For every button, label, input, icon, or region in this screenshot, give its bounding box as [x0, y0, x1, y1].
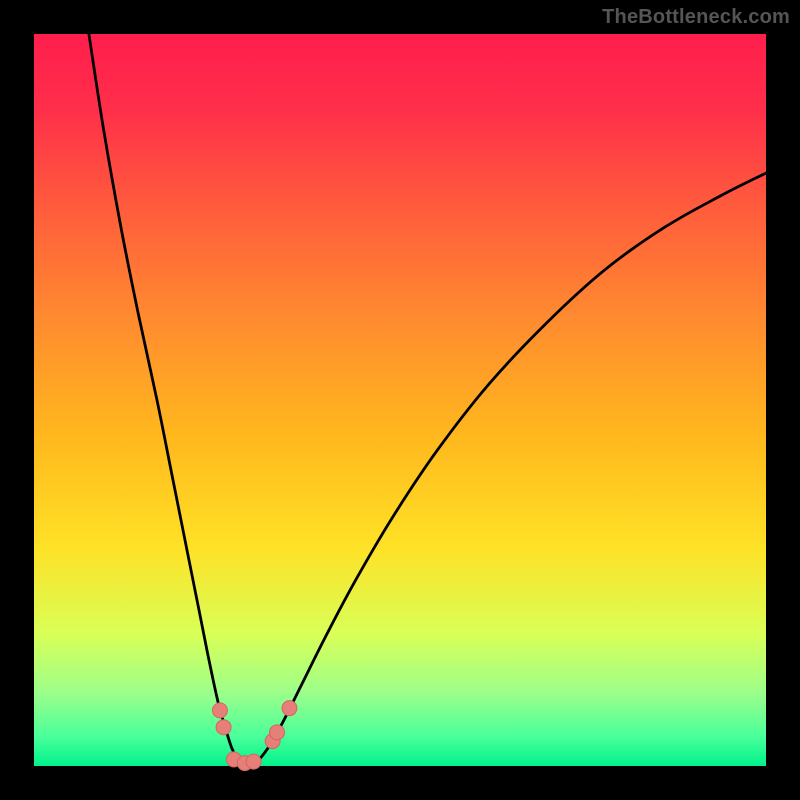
- plot-background: [34, 34, 766, 766]
- data-marker: [246, 754, 261, 769]
- chart-container: TheBottleneck.com: [0, 0, 800, 800]
- data-marker: [270, 725, 285, 740]
- data-marker: [282, 701, 297, 716]
- bottleneck-curve-chart: [0, 0, 800, 800]
- data-marker: [216, 720, 231, 735]
- data-marker: [212, 703, 227, 718]
- watermark-text: TheBottleneck.com: [602, 6, 790, 29]
